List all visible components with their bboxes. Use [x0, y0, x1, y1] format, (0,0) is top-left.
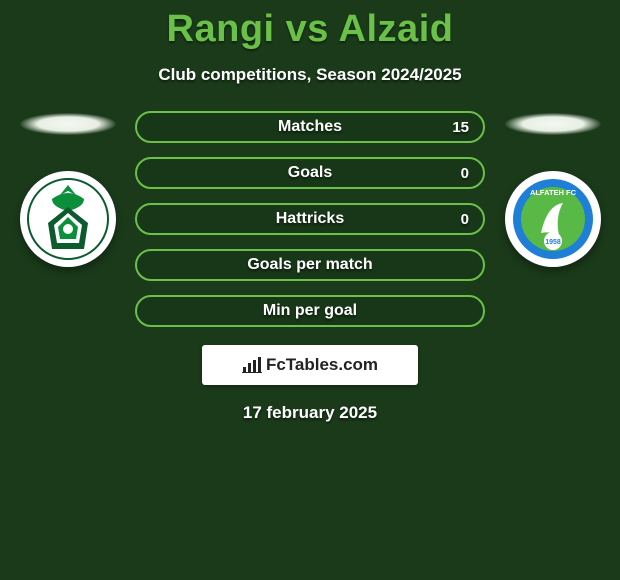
stat-label: Goals per match	[247, 256, 372, 274]
stat-row-goals: Goals 0	[135, 157, 485, 189]
left-club-crest-icon	[26, 177, 110, 261]
stat-label: Min per goal	[263, 302, 357, 320]
brand-text: FcTables.com	[242, 355, 378, 375]
brand-box[interactable]: FcTables.com	[202, 345, 418, 385]
stat-row-matches: Matches 15	[135, 111, 485, 143]
content-row: Matches 15 Goals 0 Hattricks 0 Goals per…	[0, 111, 620, 327]
stat-row-min-per-goal: Min per goal	[135, 295, 485, 327]
right-column: 1958 ALFATEH FC	[495, 111, 610, 267]
stat-value: 0	[461, 211, 469, 228]
right-club-badge: 1958 ALFATEH FC	[505, 171, 601, 267]
right-club-crest-icon: 1958 ALFATEH FC	[511, 177, 595, 261]
left-column	[10, 111, 125, 267]
right-player-shadow	[505, 113, 601, 135]
svg-text:1958: 1958	[545, 239, 561, 246]
brand-label: FcTables.com	[266, 355, 378, 375]
svg-text:ALFATEH FC: ALFATEH FC	[529, 188, 576, 197]
page-title: Rangi vs Alzaid	[0, 0, 620, 51]
stats-column: Matches 15 Goals 0 Hattricks 0 Goals per…	[125, 111, 495, 327]
left-club-badge	[20, 171, 116, 267]
stat-label: Goals	[288, 164, 332, 182]
left-player-shadow	[20, 113, 116, 135]
stat-row-goals-per-match: Goals per match	[135, 249, 485, 281]
subtitle: Club competitions, Season 2024/2025	[0, 65, 620, 85]
bar-chart-icon	[242, 357, 262, 373]
date-text: 17 february 2025	[0, 403, 620, 423]
stat-row-hattricks: Hattricks 0	[135, 203, 485, 235]
stat-value: 15	[452, 119, 469, 136]
stat-label: Matches	[278, 118, 342, 136]
stat-label: Hattricks	[276, 210, 344, 228]
stat-value: 0	[461, 165, 469, 182]
